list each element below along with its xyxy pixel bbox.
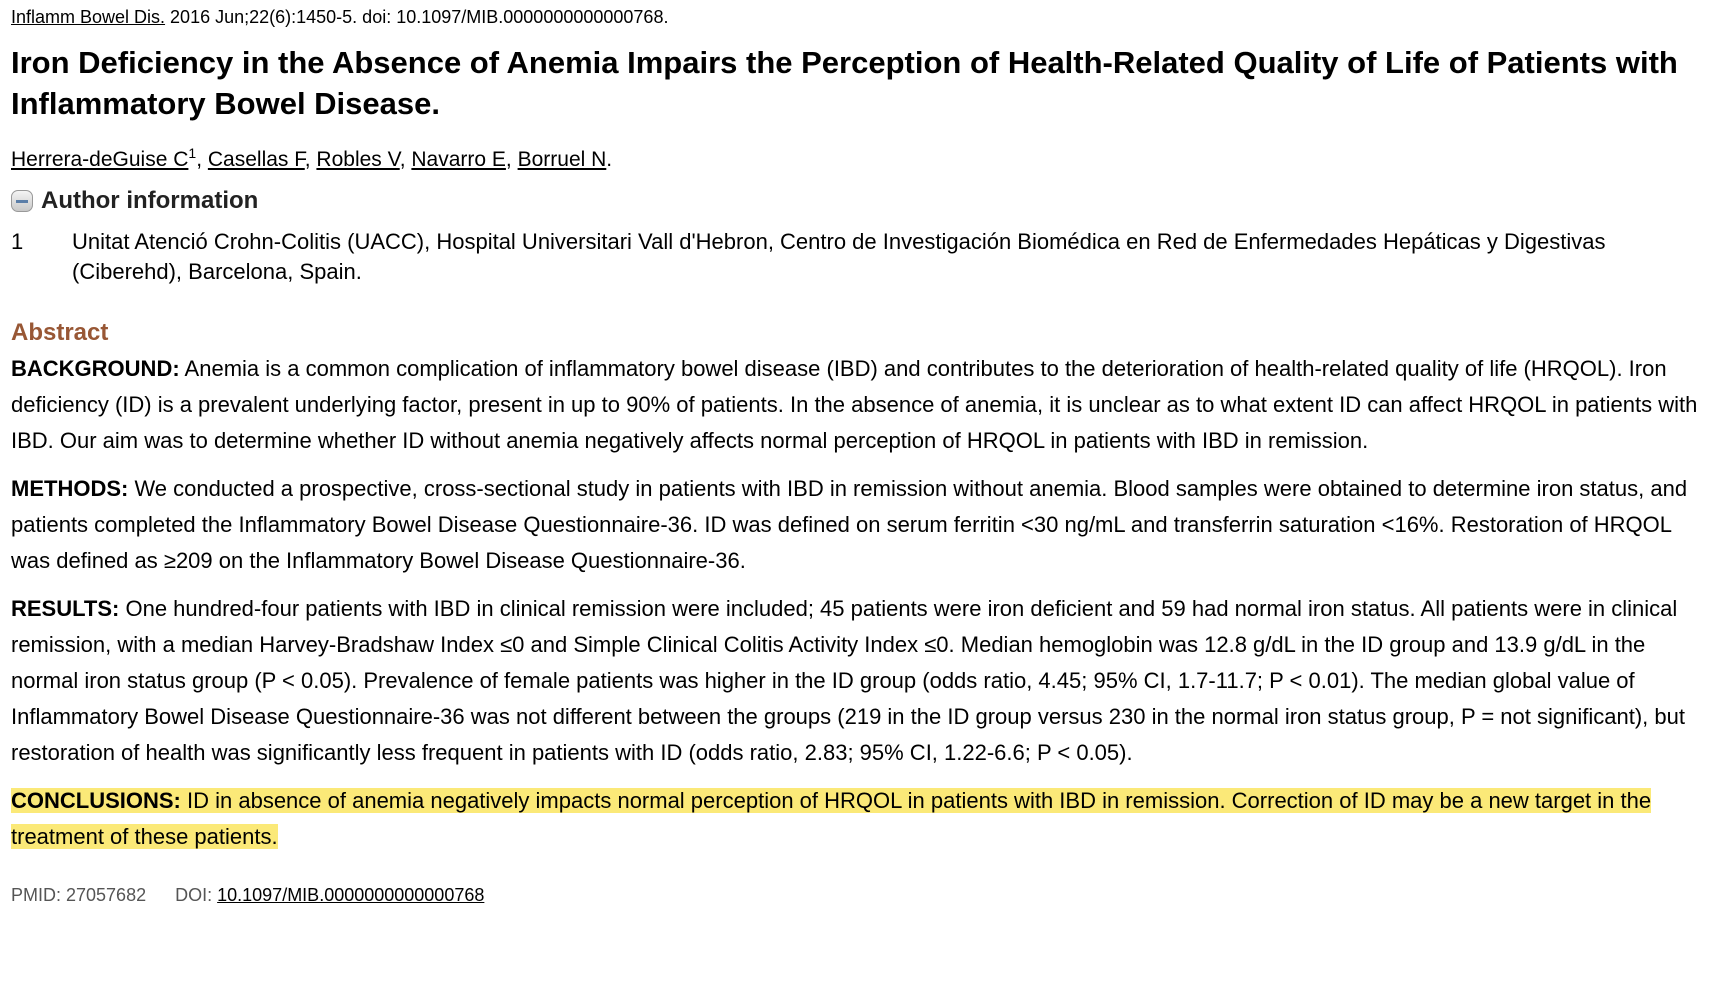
doi-link[interactable]: 10.1097/MIB.0000000000000768 [217, 885, 485, 905]
author-list: Herrera-deGuise C1, Casellas F, Robles V… [11, 145, 613, 171]
citation-details: 2016 Jun;22(6):1450-5. doi: 10.1097/MIB.… [165, 7, 669, 27]
pmid: PMID: 27057682 [11, 885, 147, 905]
section-label: RESULTS: [11, 596, 120, 621]
abstract-methods: METHODS: We conducted a prospective, cro… [11, 471, 1710, 579]
section-text: One hundred-four patients with IBD in cl… [11, 596, 1685, 765]
author-link[interactable]: Herrera-deGuise C [11, 148, 189, 171]
section-label: METHODS: [11, 476, 129, 501]
section-label: CONCLUSIONS: [11, 788, 181, 813]
article-title: Iron Deficiency in the Absence of Anemia… [11, 45, 1678, 121]
affiliation: 1 Unitat Atenció Crohn-Colitis (UACC), H… [11, 227, 1710, 287]
collapse-icon[interactable] [11, 190, 33, 212]
abstract-heading: Abstract [11, 319, 109, 346]
abstract-background: BACKGROUND: Anemia is a common complicat… [11, 351, 1710, 459]
author-link[interactable]: Robles V [316, 148, 400, 171]
abstract-conclusions: CONCLUSIONS: ID in absence of anemia neg… [11, 783, 1710, 855]
author-information-toggle[interactable]: Author information [11, 187, 1710, 215]
author-link[interactable]: Navarro E [411, 148, 506, 171]
abstract-results: RESULTS: One hundred-four patients with … [11, 591, 1710, 771]
author-affiliation-sup: 1 [188, 145, 197, 161]
affiliation-text: Unitat Atenció Crohn-Colitis (UACC), Hos… [72, 229, 1606, 284]
author-link[interactable]: Borruel N [517, 148, 607, 171]
journal-link[interactable]: Inflamm Bowel Dis. [11, 7, 166, 27]
section-text: Anemia is a common complication of infla… [11, 356, 1698, 453]
author-information-label: Author information [41, 187, 259, 214]
citation: Inflamm Bowel Dis. 2016 Jun;22(6):1450-5… [11, 6, 1710, 28]
article-identifiers: PMID: 27057682 DOI: 10.1097/MIB.00000000… [11, 885, 1710, 906]
affiliation-number: 1 [11, 229, 24, 254]
section-text: ID in absence of anemia negatively impac… [11, 788, 1652, 849]
doi-label: DOI: [175, 885, 218, 905]
author-link[interactable]: Casellas F [207, 148, 305, 171]
section-label: BACKGROUND: [11, 356, 180, 381]
section-text: We conducted a prospective, cross-sectio… [11, 476, 1688, 573]
